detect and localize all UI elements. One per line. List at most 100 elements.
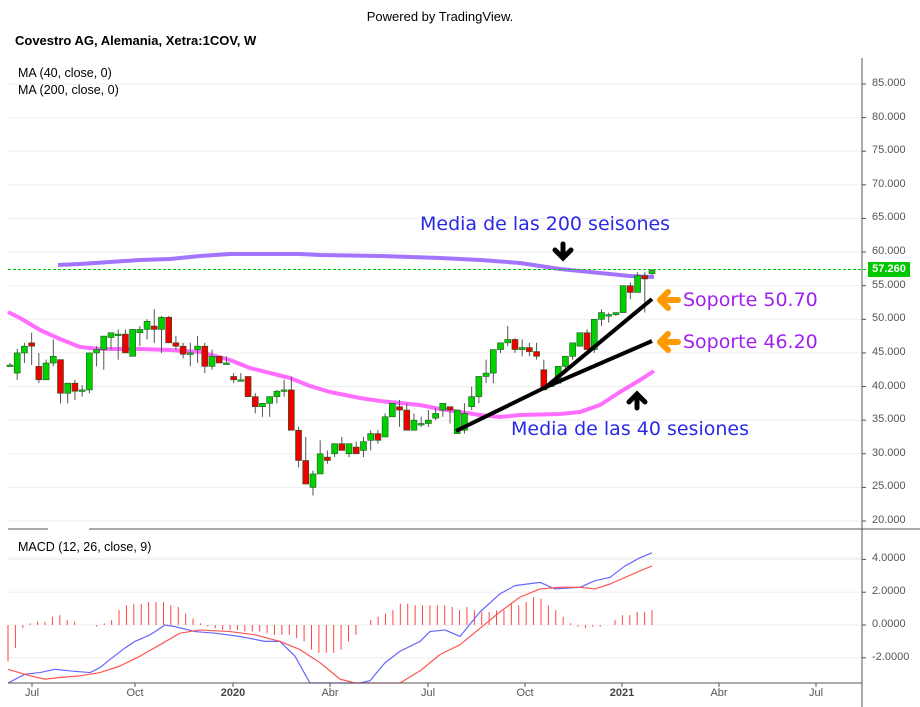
candle — [367, 433, 374, 441]
candle — [410, 419, 418, 431]
candle — [49, 355, 57, 364]
candle — [389, 403, 396, 418]
candle — [446, 406, 454, 411]
candle — [100, 335, 108, 350]
candle — [612, 312, 620, 315]
candle — [179, 345, 187, 355]
legend-ma40[interactable]: MA (40, close, 0) — [18, 66, 112, 80]
time-tick-label: Jul — [24, 687, 40, 699]
candle — [331, 443, 338, 455]
candle — [316, 453, 324, 475]
candle — [273, 390, 281, 397]
candle — [201, 345, 209, 367]
candle — [165, 316, 172, 344]
time-tick-label: Jul — [420, 687, 436, 699]
price-tick-label: 50.000 — [872, 312, 906, 325]
candle — [136, 329, 144, 334]
time-tick-label: 2020 — [220, 687, 246, 699]
support-1-annotation: Soporte 50.70 — [683, 289, 818, 311]
candle — [590, 319, 598, 350]
legend-ma200[interactable]: MA (200, close, 0) — [18, 83, 119, 97]
candle — [461, 413, 468, 431]
price-tick-label: 80.000 — [872, 110, 906, 123]
candle — [381, 416, 389, 438]
candle — [475, 376, 483, 397]
candle — [57, 359, 64, 394]
candle — [244, 376, 252, 397]
candle — [627, 285, 634, 293]
candle — [417, 423, 425, 426]
candle — [641, 275, 649, 280]
candle — [259, 403, 266, 408]
price-tick-label: 35.000 — [872, 413, 906, 426]
candle — [648, 270, 656, 274]
time-tick-label: Oct — [126, 687, 144, 699]
candle — [403, 409, 411, 431]
candle — [223, 362, 230, 365]
candle — [6, 364, 14, 367]
candle — [280, 389, 288, 392]
time-tick-label: Jul — [808, 687, 824, 699]
candle — [143, 321, 151, 330]
candle — [21, 345, 28, 354]
price-tick-label: 55.000 — [872, 278, 906, 291]
candle — [605, 314, 613, 317]
candle — [533, 351, 540, 357]
candle — [453, 409, 461, 434]
candle — [425, 419, 432, 424]
price-tick-label: 20.000 — [872, 513, 906, 526]
candle — [122, 333, 129, 354]
candle — [28, 342, 35, 347]
candle — [237, 379, 245, 382]
price-tick-label: 75.000 — [872, 144, 906, 157]
candle — [266, 396, 273, 404]
candle — [158, 316, 165, 330]
candle — [295, 429, 302, 461]
price-tick-label: 40.000 — [872, 379, 906, 392]
macd-tick-label: -2.0000 — [872, 650, 910, 663]
time-tick-label: Abr — [321, 687, 339, 699]
candle — [518, 347, 526, 350]
candle — [302, 460, 310, 485]
candle — [482, 372, 490, 377]
down-arrow-icon — [552, 241, 574, 262]
candle — [504, 339, 512, 344]
candle — [583, 332, 591, 350]
candle — [114, 333, 122, 336]
candle — [86, 352, 93, 391]
ma200-annotation: Media de las 200 seisones — [420, 213, 671, 235]
candle — [562, 355, 569, 367]
candle — [338, 443, 346, 451]
candle — [64, 382, 72, 394]
last-price-tag: 57.260 — [868, 262, 910, 277]
candle — [634, 275, 641, 293]
candle — [93, 349, 100, 354]
price-tick-label: 25.000 — [872, 480, 906, 493]
candle — [187, 352, 194, 355]
powered-by: Powered by TradingView. — [366, 9, 514, 24]
price-tick-label: 70.000 — [872, 177, 906, 190]
price-tick-label: 85.000 — [872, 77, 906, 89]
candle — [598, 312, 605, 320]
candle — [569, 342, 576, 357]
candle — [42, 362, 50, 381]
candle — [374, 433, 382, 441]
candle — [439, 403, 447, 411]
candle — [468, 396, 475, 408]
chart-title: Covestro AG, Alemania, Xetra:1COV, W — [15, 33, 257, 48]
time-tick-label: 2021 — [609, 687, 635, 699]
candle — [13, 352, 21, 374]
support-2-annotation: Soporte 46.20 — [683, 331, 818, 353]
candle — [324, 456, 331, 461]
macd-tick-label: 4.0000 — [872, 552, 906, 565]
candle — [526, 347, 533, 352]
candle — [150, 325, 158, 330]
candle — [497, 342, 504, 350]
legend-macd[interactable]: MACD (12, 26, close, 9) — [18, 540, 152, 554]
candle — [345, 443, 353, 455]
candle — [35, 366, 43, 381]
candle — [208, 355, 216, 367]
candle — [360, 441, 367, 451]
price-tick-label: 45.000 — [872, 345, 906, 358]
